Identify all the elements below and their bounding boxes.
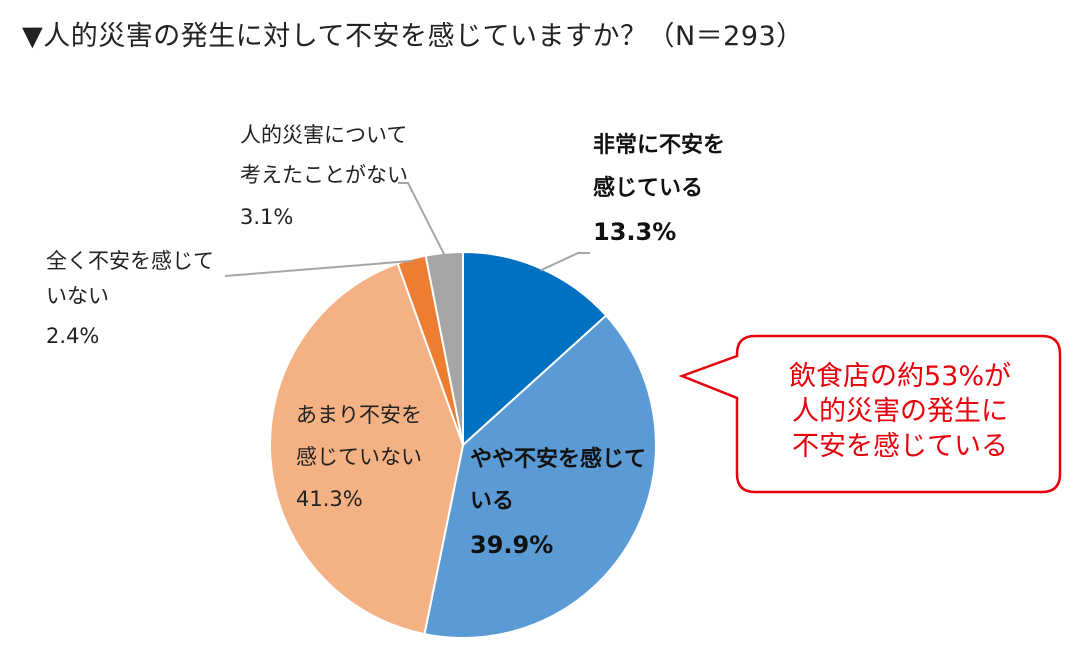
- slice-very-anxious: [462, 250, 608, 448]
- slice-not-very-anxious: [269, 262, 465, 636]
- slice-somewhat-anxious: [423, 314, 657, 639]
- data-label: 3.1%: [240, 205, 293, 229]
- callout-shape: [678, 334, 1062, 494]
- callout-line: 不安を感じている: [792, 431, 1008, 462]
- data-label: 41.3%: [296, 487, 363, 511]
- data-label: 39.9%: [470, 531, 553, 559]
- label-line: いない: [46, 284, 109, 308]
- leader-line-not-anxious-at-all: [224, 259, 413, 277]
- label-line: 全く不安を感じて: [46, 249, 214, 273]
- slice-label-very-anxious: 非常に不安を 感じている 13.3%: [593, 132, 725, 246]
- slice-label-never-thought: 人的災害について 考えたことがない 3.1%: [240, 123, 408, 229]
- label-line: やや不安を感じて: [470, 446, 646, 472]
- label-line: 感じている: [593, 175, 703, 201]
- label-line: 考えたことがない: [240, 163, 408, 187]
- leader-line-very-anxious: [540, 252, 590, 272]
- callout-line: 飲食店の約53%が: [789, 361, 1011, 392]
- callout-bubble: 飲食店の約53%が 人的災害の発生に 不安を感じている: [678, 334, 1062, 494]
- label-line: 非常に不安を: [593, 132, 725, 158]
- chart-title: ▼人的災害の発生に対して不安を感じていますか？（N＝293）: [22, 21, 804, 52]
- slice-label-not-anxious-at-all: 全く不安を感じて いない 2.4%: [46, 249, 214, 348]
- label-line: あまり不安を: [296, 403, 422, 427]
- slice-label-somewhat-anxious: やや不安を感じて いる 39.9%: [470, 446, 646, 559]
- slice-label-not-very-anxious: あまり不安を 感じていない 41.3%: [296, 403, 422, 511]
- label-line: 人的災害について: [240, 123, 407, 147]
- data-label: 13.3%: [593, 218, 676, 246]
- label-line: いる: [470, 489, 514, 514]
- callout-line: 人的災害の発生に: [792, 396, 1008, 427]
- label-line: 感じていない: [296, 445, 422, 469]
- data-label: 2.4%: [46, 324, 99, 348]
- leader-line-never-thought: [398, 182, 446, 256]
